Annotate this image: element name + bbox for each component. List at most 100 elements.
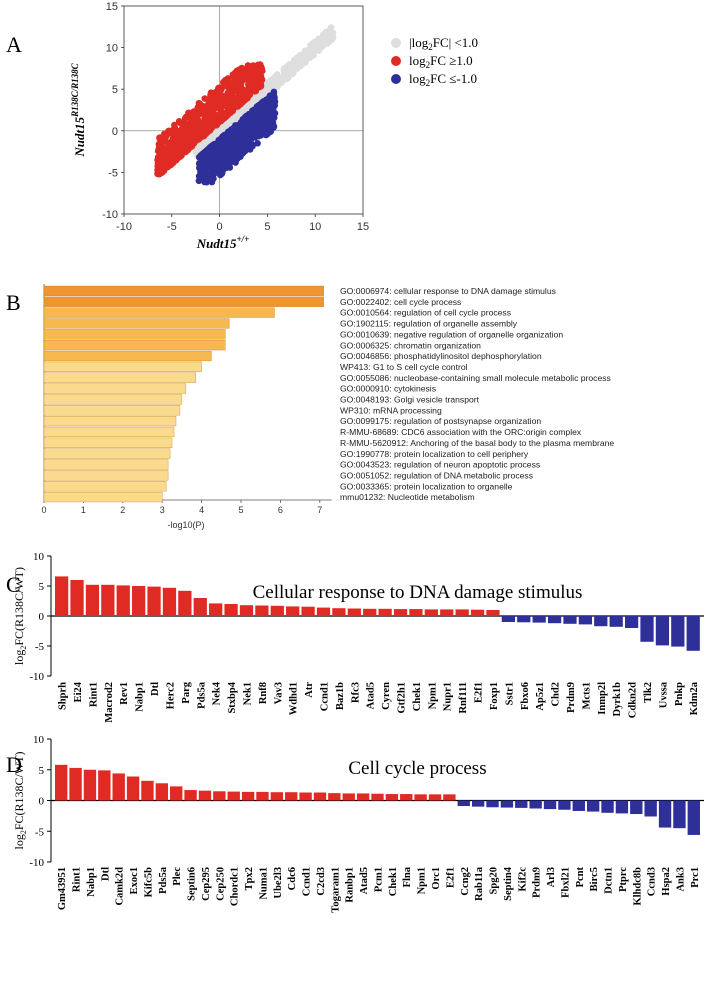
point-up bbox=[207, 107, 215, 114]
gene-label: Ccnd1 bbox=[320, 682, 331, 711]
point-down bbox=[232, 159, 239, 166]
term-label: GO:0022402: cell cycle process bbox=[340, 297, 461, 307]
term-label: GO:1990778: protein localization to cell… bbox=[340, 449, 529, 459]
gene-bar bbox=[563, 616, 577, 624]
gene-bar bbox=[578, 616, 593, 625]
point-up bbox=[155, 147, 163, 155]
gene-label: Dtl bbox=[100, 867, 111, 881]
gene-bar bbox=[178, 590, 192, 616]
point-up bbox=[215, 118, 223, 126]
point-up bbox=[175, 117, 183, 125]
point-down bbox=[263, 113, 271, 121]
enrichment-bar bbox=[43, 318, 230, 329]
scatter-points bbox=[154, 24, 337, 186]
gene-label: Pds5a bbox=[196, 681, 207, 709]
point-up bbox=[195, 133, 202, 141]
gene-bar bbox=[658, 800, 672, 828]
gene-label: Herc2 bbox=[165, 682, 176, 709]
gene-label: Ranbp1 bbox=[345, 867, 356, 903]
gene-bar bbox=[673, 800, 686, 829]
point-up bbox=[229, 92, 236, 100]
point-up bbox=[171, 148, 179, 156]
gene-bar bbox=[270, 605, 284, 616]
gene-bar bbox=[501, 616, 515, 622]
point-unchanged bbox=[314, 47, 322, 54]
y-tick-label: 10 bbox=[33, 551, 45, 563]
point-up bbox=[212, 90, 219, 97]
point-down bbox=[222, 162, 229, 169]
enrichment-bar bbox=[43, 459, 169, 470]
point-down bbox=[217, 147, 225, 155]
gene-label: Inmp2l bbox=[597, 682, 608, 715]
point-up bbox=[178, 152, 185, 159]
term-label: GO:0048193: Golgi vesicle transport bbox=[340, 395, 480, 405]
point-down bbox=[238, 123, 246, 130]
enrichment-bar bbox=[43, 470, 169, 481]
x-tick-label: 10 bbox=[309, 221, 321, 233]
gene-label: Chd2 bbox=[551, 682, 562, 707]
point-up bbox=[186, 126, 194, 133]
gene-label: Dtl bbox=[150, 682, 161, 696]
gene-label: C2cd3 bbox=[316, 867, 327, 896]
point-down bbox=[202, 168, 209, 175]
point-unchanged bbox=[248, 99, 255, 106]
point-up bbox=[182, 141, 189, 149]
y-tick-label: 5 bbox=[39, 581, 45, 593]
gene-bar bbox=[517, 616, 531, 623]
y-tick-label: 10 bbox=[106, 43, 118, 55]
gene-label: Fbxl21 bbox=[560, 867, 571, 898]
gene-label: Nabp1 bbox=[86, 867, 97, 897]
y-tick-label: -5 bbox=[35, 826, 45, 838]
gene-label: Npm1 bbox=[427, 682, 438, 709]
point-up bbox=[244, 62, 252, 69]
gene-label: Pcm1 bbox=[373, 867, 384, 892]
gene-label: Rint1 bbox=[72, 867, 83, 892]
gene-label: Atr bbox=[304, 682, 315, 698]
gene-label: Cep295 bbox=[201, 867, 212, 901]
gene-label: Tpx2 bbox=[244, 867, 255, 890]
point-up bbox=[230, 77, 238, 85]
term-label: mmu01232: Nucleotide metabolism bbox=[340, 492, 475, 502]
gene-label: E2f1 bbox=[445, 867, 456, 888]
point-up bbox=[238, 98, 246, 106]
point-down bbox=[228, 135, 236, 142]
y-tick-label: 0 bbox=[39, 796, 45, 808]
gene-bar bbox=[378, 608, 392, 616]
gene-label: Nabp1 bbox=[135, 682, 146, 712]
gene-label: Cdc6 bbox=[287, 867, 298, 890]
gene-label: Parg bbox=[181, 681, 192, 703]
gene-bar bbox=[572, 800, 585, 811]
gene-bar bbox=[184, 790, 197, 801]
x-axis-label: -log10(P) bbox=[167, 520, 204, 530]
point-up bbox=[251, 80, 259, 87]
term-label: GO:0010639: negative regulation of organ… bbox=[340, 329, 563, 339]
point-up bbox=[253, 73, 261, 80]
x-tick-label: -10 bbox=[116, 221, 132, 233]
x-tick-label: 2 bbox=[120, 505, 125, 515]
enrichment-bar bbox=[43, 405, 181, 416]
gene-bar bbox=[671, 616, 685, 647]
y-tick-label: 0 bbox=[39, 611, 45, 623]
enrichment-bar bbox=[43, 448, 171, 459]
gene-bar bbox=[55, 576, 69, 616]
y-axis-label: log2FC(R138C/WT) bbox=[12, 751, 28, 849]
point-down bbox=[242, 145, 250, 152]
enrichment-bar bbox=[43, 481, 167, 492]
point-down bbox=[212, 162, 219, 170]
y-tick-label: -10 bbox=[29, 857, 44, 869]
point-up bbox=[224, 97, 231, 105]
point-down bbox=[196, 153, 204, 161]
gene-label: Uvssa bbox=[658, 681, 669, 708]
gene-label: Nek1 bbox=[242, 682, 253, 705]
gene-label: Spg20 bbox=[489, 867, 500, 894]
gene-label: Plec bbox=[172, 867, 183, 886]
point-down bbox=[221, 137, 228, 144]
gene-bar bbox=[547, 616, 562, 624]
gene-label: Ptprc bbox=[618, 867, 629, 892]
gene-bar bbox=[594, 616, 608, 627]
gene-label: Ei24 bbox=[73, 681, 84, 702]
point-up bbox=[200, 120, 207, 128]
point-up bbox=[219, 94, 227, 102]
gene-bar bbox=[55, 764, 68, 801]
gene-bar bbox=[371, 793, 384, 801]
